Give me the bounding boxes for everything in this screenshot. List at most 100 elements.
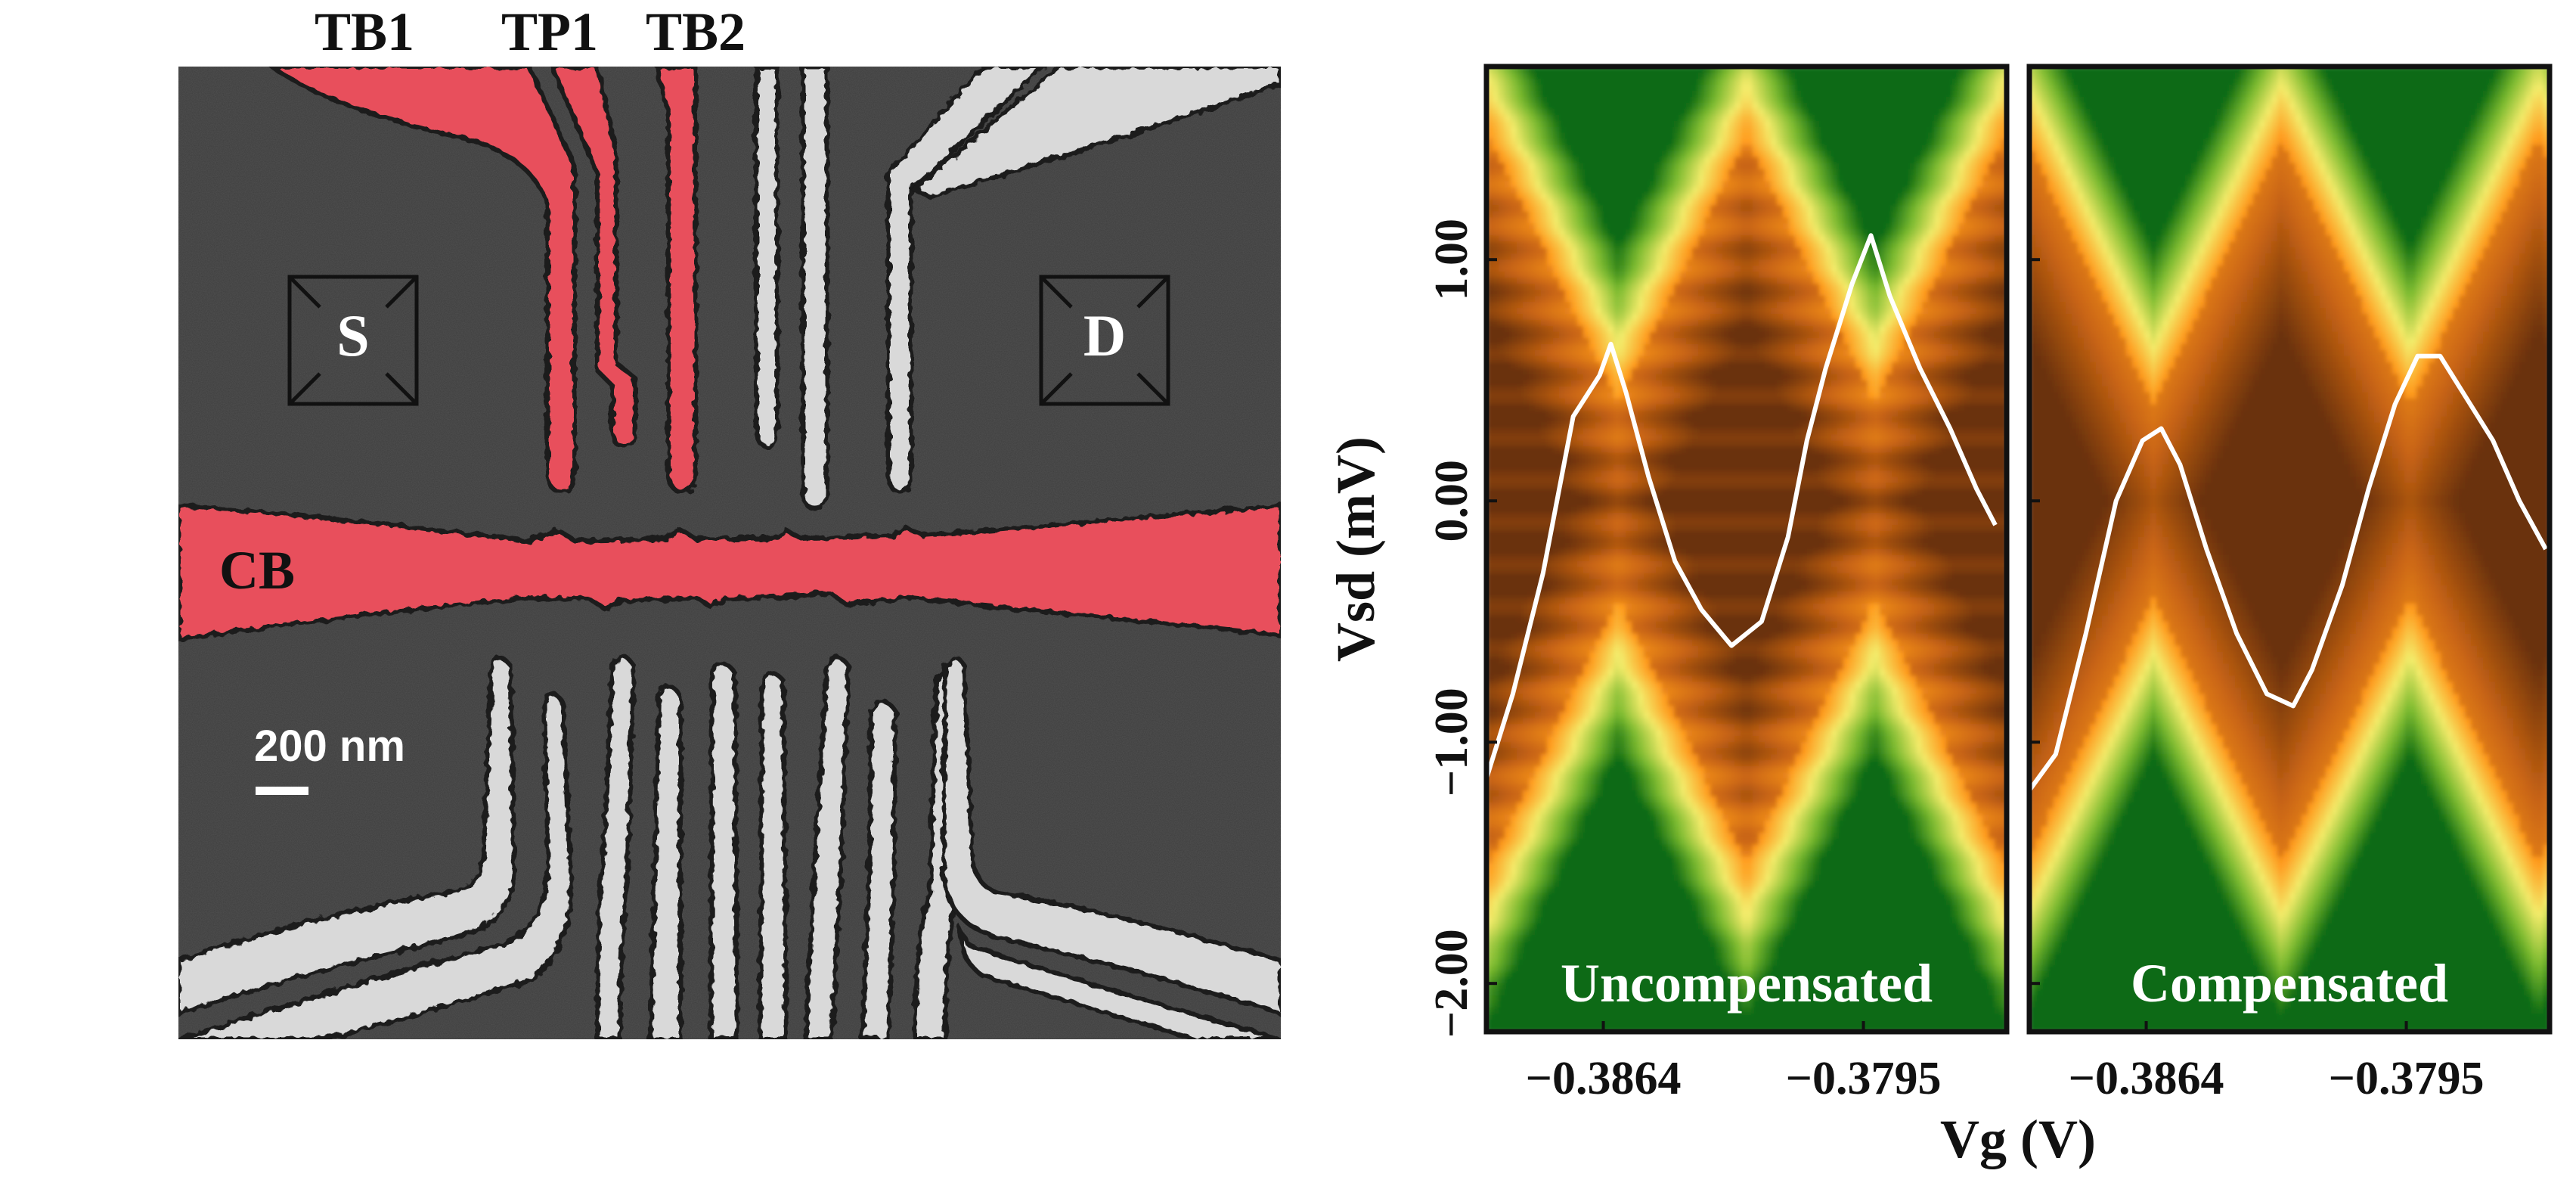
heatmap-cell (1976, 79, 1983, 85)
heatmap-cell (1771, 102, 1778, 110)
heatmap-cell (1855, 151, 1862, 158)
heatmap-cell (1807, 67, 1814, 73)
heatmap-cell (1807, 337, 1814, 345)
heatmap-cell (1940, 175, 1947, 182)
heatmap-cell (1970, 217, 1977, 225)
heatmap-cell (1843, 349, 1850, 357)
heatmap-cell (1716, 205, 1723, 213)
heatmap-cell (1989, 120, 1995, 128)
heatmap-cell (1571, 272, 1578, 278)
heatmap-cell (1541, 302, 1548, 309)
heatmap-cell (1964, 169, 1971, 176)
heatmap-cell (1601, 314, 1608, 321)
heatmap-cell (1801, 355, 1808, 363)
heatmap-cell (1747, 90, 1753, 98)
heatmap-cell (1789, 265, 1796, 272)
heatmap-cell (1989, 337, 1995, 345)
heatmap-cell (1892, 79, 1899, 85)
heatmap-cell (1716, 114, 1723, 122)
heatmap-cell (1910, 380, 1917, 387)
heatmap-cell (1686, 229, 1693, 237)
heatmap-cell (1722, 308, 1729, 315)
heatmap-cell (1686, 343, 1693, 351)
heatmap-cell (1825, 120, 1832, 128)
heatmap-cell (1613, 84, 1620, 92)
heatmap-cell (1777, 193, 1784, 200)
heatmap-cell (1668, 120, 1675, 128)
heatmap-cell (1613, 368, 1620, 375)
heatmap-cell (1511, 398, 1517, 405)
heatmap-cell (1771, 193, 1778, 200)
heatmap-cell (1565, 278, 1572, 284)
heatmap-cell (1710, 96, 1717, 104)
heatmap-cell (1910, 386, 1917, 393)
heatmap-cell (1674, 96, 1681, 104)
heatmap-cell (1595, 217, 1602, 225)
heatmap-cell (1493, 169, 1499, 176)
heatmap-cell (1934, 223, 1941, 231)
heatmap-cell (1499, 404, 1505, 411)
heatmap-cell (1523, 138, 1530, 146)
heatmap-cell (1753, 337, 1759, 345)
heatmap-cell (1505, 223, 1511, 231)
heatmap-cell (1874, 272, 1880, 278)
heatmap-cell (1747, 181, 1753, 188)
heatmap-cell (1493, 199, 1499, 206)
heatmap-cell (1982, 163, 1989, 170)
heatmap-cell (1734, 272, 1741, 278)
heatmap-cell (1686, 84, 1693, 92)
heatmap-cell (1898, 235, 1905, 243)
heatmap-cell (1970, 404, 1977, 411)
heatmap-cell (1807, 398, 1814, 405)
heatmap-cell (1692, 211, 1699, 219)
heatmap-cell (1662, 325, 1669, 333)
heatmap-cell (1601, 319, 1608, 327)
heatmap-cell (1523, 290, 1530, 296)
heatmap-cell (1565, 284, 1572, 290)
heatmap-cell (1910, 144, 1917, 152)
heatmap-cell (1874, 157, 1880, 164)
heatmap-cell (1861, 241, 1868, 249)
heatmap-cell (1656, 199, 1663, 206)
heatmap-cell (1753, 169, 1759, 176)
heatmap-cell (1952, 319, 1959, 327)
heatmap-cell (1734, 349, 1741, 357)
heatmap-cell (1807, 241, 1814, 249)
heatmap-cell (1783, 96, 1790, 104)
heatmap-cell (1952, 235, 1959, 243)
heatmap-cell (1505, 247, 1511, 255)
heatmap-cell (1644, 235, 1651, 243)
heatmap-cell (1529, 229, 1536, 237)
heatmap-cell (1559, 392, 1566, 399)
heatmap-cell (1698, 331, 1705, 339)
heatmap-cell (1571, 144, 1578, 152)
heatmap-cell (1934, 362, 1941, 369)
heatmap-cell (1783, 151, 1790, 158)
heatmap-cell (1728, 181, 1735, 188)
heatmap-cell (1553, 259, 1560, 266)
heatmap-cell (1940, 331, 1947, 339)
heatmap-cell (1928, 181, 1935, 188)
heatmap-cell (1571, 235, 1578, 243)
heatmap-cell (1940, 319, 1947, 327)
heatmap-cell (1686, 337, 1693, 345)
heatmap-cell (1613, 187, 1620, 194)
heatmap-cell (1801, 120, 1808, 128)
heatmap-cell (1934, 368, 1941, 375)
scale-bar: 200 nm (254, 722, 405, 795)
heatmap-cell (1807, 96, 1814, 104)
heatmap-cell (1638, 114, 1644, 122)
heatmap-cell (1668, 102, 1675, 110)
heatmap-cell (1638, 84, 1644, 92)
heatmap-cell (1499, 67, 1505, 73)
heatmap-cell (1892, 284, 1899, 290)
heatmap-cell (1819, 169, 1826, 176)
heatmap-cell (1511, 343, 1517, 351)
heatmap-cell (1771, 398, 1778, 405)
heatmap-cell (1613, 73, 1620, 79)
heatmap-cell (1505, 229, 1511, 237)
heatmap-cell (1801, 187, 1808, 194)
heatmap-cell (1620, 223, 1626, 231)
heatmap-cell (1849, 90, 1856, 98)
heatmap-cell (1601, 284, 1608, 290)
